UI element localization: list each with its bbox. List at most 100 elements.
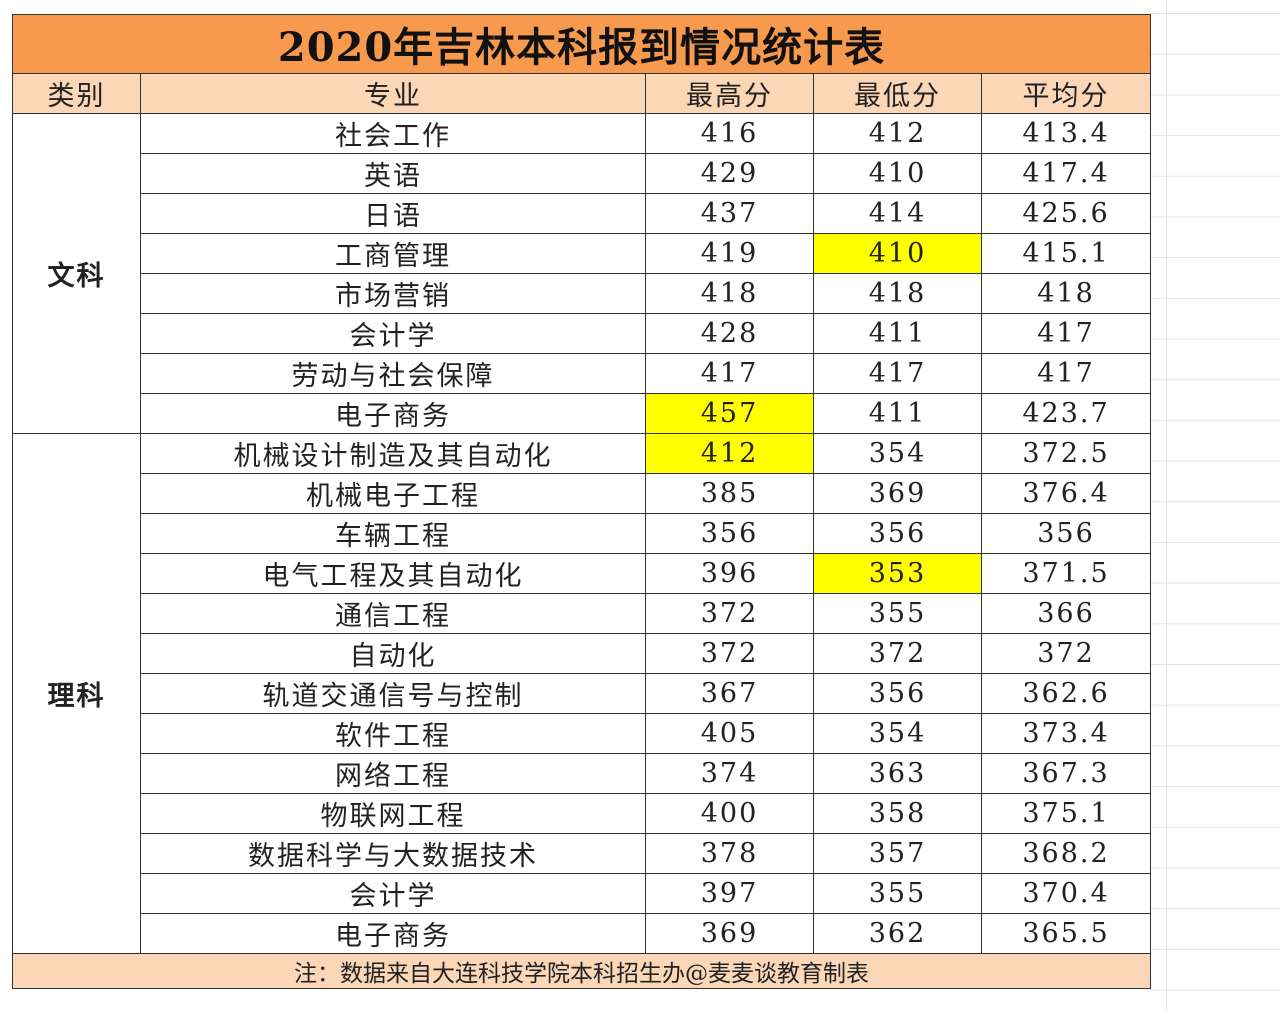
avg-cell: 376.4 — [980, 473, 1152, 514]
avg-cell: 372 — [980, 633, 1152, 674]
major-cell: 市场营销 — [140, 273, 646, 314]
data-row: 会计学 397 355 370.4 — [13, 873, 1152, 914]
header-cell: 最低分 — [813, 73, 982, 114]
min-cell: 412 — [813, 113, 982, 154]
major-cell: 软件工程 — [140, 713, 646, 754]
min-cell: 414 — [813, 193, 982, 234]
max-cell: 372 — [645, 633, 814, 674]
data-row: 网络工程 374 363 367.3 — [13, 753, 1152, 794]
min-cell: 372 — [813, 633, 982, 674]
data-row: 数据科学与大数据技术 378 357 368.2 — [13, 833, 1152, 874]
avg-cell: 417 — [980, 313, 1152, 354]
max-cell: 396 — [645, 553, 814, 594]
min-cell: 411 — [813, 313, 982, 354]
max-cell: 419 — [645, 233, 814, 274]
avg-cell: 418 — [980, 273, 1152, 314]
max-cell: 417 — [645, 353, 814, 394]
min-cell: 418 — [813, 273, 982, 314]
data-row: 物联网工程 400 358 375.1 — [13, 793, 1152, 834]
min-cell: 357 — [813, 833, 982, 874]
data-row: 市场营销 418 418 418 — [13, 273, 1152, 314]
data-row: 理科 机械设计制造及其自动化 412 354 372.5 — [12, 433, 1152, 954]
data-row: 英语 429 410 417.4 — [13, 153, 1152, 194]
max-cell: 372 — [645, 593, 814, 634]
max-cell: 405 — [645, 713, 814, 754]
min-cell: 354 — [813, 433, 982, 474]
max-cell: 412 — [645, 433, 814, 474]
header-cell: 最高分 — [645, 73, 814, 114]
min-cell: 411 — [813, 393, 982, 434]
data-row: 软件工程 405 354 373.4 — [13, 713, 1152, 754]
table-body: 2020年吉林本科报到情况统计表 类别 专业 最高分 最低分 平均分 文科 社会工作 416 41… — [11, 14, 1152, 989]
max-cell: 437 — [645, 193, 814, 234]
avg-cell: 368.2 — [980, 833, 1152, 874]
max-cell: 429 — [645, 153, 814, 194]
major-cell: 电气工程及其自动化 — [140, 553, 646, 594]
data-row: 轨道交通信号与控制 367 356 362.6 — [13, 673, 1152, 714]
avg-cell: 362.6 — [980, 673, 1152, 714]
max-cell: 378 — [645, 833, 814, 874]
major-cell: 自动化 — [140, 633, 646, 674]
min-cell: 355 — [813, 593, 982, 634]
avg-cell: 375.1 — [980, 793, 1152, 834]
major-cell: 劳动与社会保障 — [140, 353, 646, 394]
min-cell: 356 — [813, 513, 982, 554]
min-cell: 369 — [813, 473, 982, 514]
title-row: 2020年吉林本科报到情况统计表 — [11, 14, 1152, 74]
major-cell: 数据科学与大数据技术 — [140, 833, 646, 874]
major-cell: 轨道交通信号与控制 — [140, 673, 646, 714]
min-cell: 353 — [813, 553, 982, 594]
data-row: 车辆工程 356 356 356 — [13, 513, 1152, 554]
major-cell: 会计学 — [140, 313, 646, 354]
max-cell: 356 — [645, 513, 814, 554]
avg-cell: 367.3 — [980, 753, 1152, 794]
max-cell: 385 — [645, 473, 814, 514]
max-cell: 367 — [645, 673, 814, 714]
avg-cell: 365.5 — [980, 913, 1152, 954]
min-cell: 363 — [813, 753, 982, 794]
avg-cell: 356 — [980, 513, 1152, 554]
major-cell: 机械电子工程 — [140, 473, 646, 514]
avg-cell: 372.5 — [980, 433, 1152, 474]
empty-grid — [1150, 0, 1280, 1012]
data-row: 电子商务 369 362 365.5 — [13, 913, 1152, 954]
major-cell: 日语 — [140, 193, 646, 234]
min-cell: 410 — [813, 233, 982, 274]
data-row: 机械电子工程 385 369 376.4 — [13, 473, 1152, 514]
min-cell: 355 — [813, 873, 982, 914]
data-row: 劳动与社会保障 417 417 417 — [13, 353, 1152, 394]
major-cell: 网络工程 — [140, 753, 646, 794]
avg-cell: 415.1 — [980, 233, 1152, 274]
avg-cell: 371.5 — [980, 553, 1152, 594]
table-title: 2020年吉林本科报到情况统计表 — [11, 14, 1152, 74]
avg-cell: 423.7 — [980, 393, 1152, 434]
max-cell: 428 — [645, 313, 814, 354]
data-row: 会计学 428 411 417 — [13, 313, 1152, 354]
major-cell: 会计学 — [140, 873, 646, 914]
data-row: 电气工程及其自动化 396 353 371.5 — [13, 553, 1152, 594]
major-cell: 英语 — [140, 153, 646, 194]
max-cell: 457 — [645, 393, 814, 434]
avg-cell: 373.4 — [980, 713, 1152, 754]
avg-cell: 366 — [980, 593, 1152, 634]
avg-cell: 413.4 — [980, 113, 1152, 154]
category-cell: 文科 — [12, 113, 141, 434]
footer-row: 注：数据来自大连科技学院本科招生办@麦麦谈教育制表 — [11, 953, 1152, 989]
min-cell: 358 — [813, 793, 982, 834]
max-cell: 400 — [645, 793, 814, 834]
max-cell: 369 — [645, 913, 814, 954]
major-cell: 工商管理 — [140, 233, 646, 274]
header-cell: 类别 — [12, 73, 141, 114]
header-row: 类别 专业 最高分 最低分 平均分 — [12, 73, 1152, 114]
data-row: 电子商务 457 411 423.7 — [13, 393, 1152, 434]
major-cell: 物联网工程 — [140, 793, 646, 834]
category-cell: 理科 — [12, 433, 141, 954]
min-cell: 354 — [813, 713, 982, 754]
major-cell: 通信工程 — [140, 593, 646, 634]
data-row: 工商管理 419 410 415.1 — [13, 233, 1152, 274]
avg-cell: 417 — [980, 353, 1152, 394]
data-row: 日语 437 414 425.6 — [13, 193, 1152, 234]
max-cell: 416 — [645, 113, 814, 154]
major-cell: 车辆工程 — [140, 513, 646, 554]
